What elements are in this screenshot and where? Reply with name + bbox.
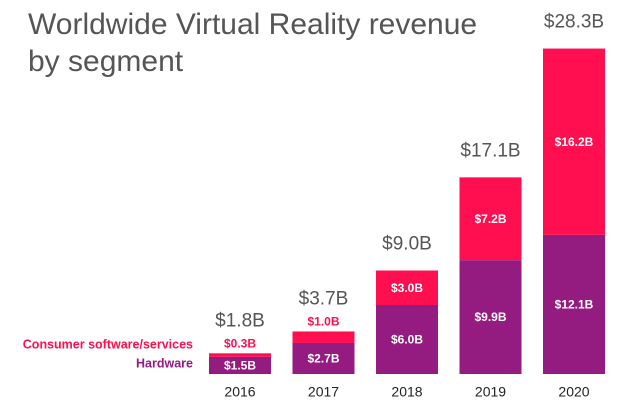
- value-label: $16.2B: [555, 135, 594, 149]
- x-tick-label: 2017: [308, 384, 339, 400]
- bar-segment: [209, 353, 271, 357]
- value-label: $12.1B: [555, 298, 594, 312]
- x-tick-label: 2020: [558, 384, 589, 400]
- total-label: $1.8B: [215, 310, 265, 331]
- value-label: $3.0B: [391, 281, 423, 295]
- x-tick-label: 2016: [224, 384, 255, 400]
- value-label: $7.2B: [474, 212, 506, 226]
- x-tick-label: 2018: [391, 384, 422, 400]
- bar-segment: [376, 270, 438, 305]
- value-label: $6.0B: [391, 333, 423, 347]
- bar-segment: [209, 356, 271, 374]
- value-label: $0.3B: [224, 336, 256, 350]
- total-label: $3.7B: [299, 288, 349, 309]
- total-label: $9.0B: [382, 234, 432, 255]
- legend-label: Hardware: [136, 356, 193, 370]
- legend-label: Consumer software/services: [23, 337, 193, 351]
- value-label: $9.9B: [474, 310, 506, 324]
- bar-segment: [543, 48, 605, 235]
- bar-segment: [292, 331, 355, 343]
- value-label: $2.7B: [307, 352, 339, 366]
- value-label: $1.5B: [224, 359, 256, 373]
- total-label: $17.1B: [460, 140, 520, 161]
- x-tick-label: 2019: [475, 384, 506, 400]
- value-label: $1.0B: [307, 315, 339, 329]
- bar-segment: [543, 234, 605, 374]
- total-label: $28.3B: [544, 12, 604, 33]
- bar-segment: [459, 260, 522, 374]
- bar-segment: [292, 342, 355, 374]
- bar-segment: [459, 177, 522, 261]
- bar-segment: [376, 305, 438, 374]
- chart-title: Worldwide Virtual Reality revenue by seg…: [28, 8, 478, 78]
